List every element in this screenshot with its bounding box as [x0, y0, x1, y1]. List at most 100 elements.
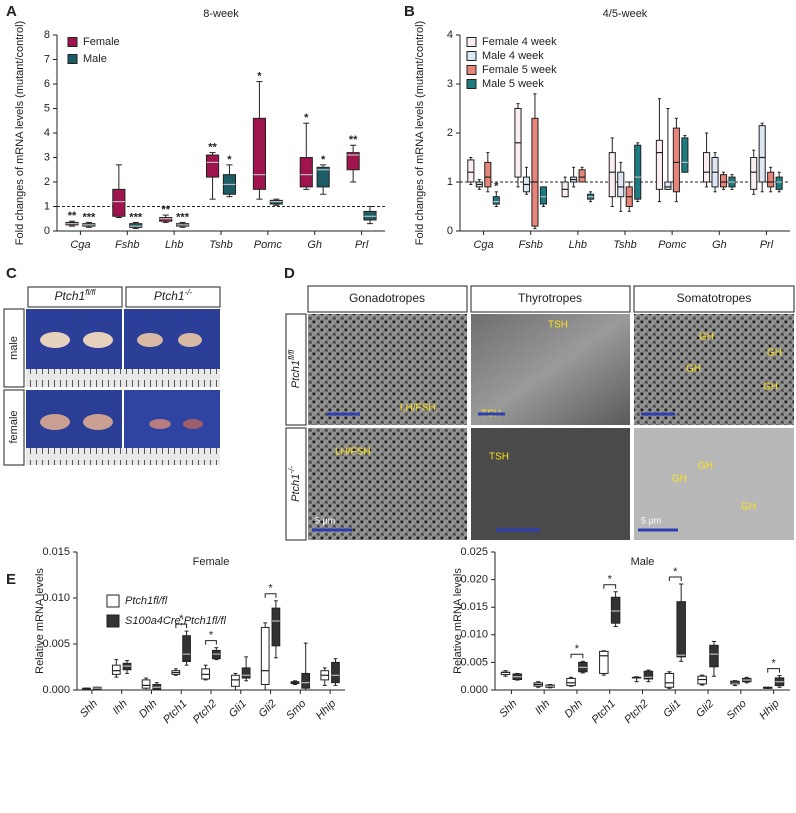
em-image: [634, 314, 794, 425]
em-panel: D Gonadotropes Thyrotropes Somatotropes …: [284, 265, 795, 541]
y-tick-label: 5: [44, 102, 50, 114]
x-tick-label: Dhh: [562, 698, 585, 721]
em-image: [308, 428, 467, 540]
cell-label: GH: [741, 502, 756, 513]
ruler: [26, 369, 220, 387]
y-tick-label: 6: [44, 78, 50, 90]
box: [141, 679, 151, 689]
box: [617, 171, 625, 198]
box: [775, 176, 783, 190]
column-title: Somatotropes: [677, 291, 752, 305]
row-header: [3, 308, 25, 388]
genotype: -/-: [287, 466, 296, 474]
significance-label: ***: [176, 211, 190, 223]
box: [484, 161, 492, 188]
legend-label: Male 4 week: [482, 50, 544, 62]
legend-label: S100a4Cre;Ptch1fl/fl: [125, 615, 226, 627]
x-tick-label: Tshb: [209, 239, 232, 251]
box: [271, 607, 281, 647]
y-tick-label: 2: [44, 176, 50, 188]
row-header: [285, 427, 307, 541]
box: [129, 223, 143, 228]
x-tick-label: Pomc: [658, 239, 687, 251]
y-axis-title: Fold changes of mRNA levels (mutant/cont…: [14, 21, 26, 245]
column-title: Gonadotropes: [349, 291, 425, 305]
x-tick-label: Ptch2: [191, 698, 219, 726]
cell-label: LH/FSH: [400, 403, 436, 414]
box: [643, 670, 654, 680]
genotype: fl/fl: [287, 350, 296, 360]
y-tick-label: 0.000: [42, 684, 70, 696]
panel-letter: E: [6, 571, 16, 588]
box: [159, 217, 173, 222]
y-tick-label: 0.015: [42, 546, 70, 558]
y-axis-title: Relative mRNA levels: [34, 568, 46, 674]
box: [112, 188, 126, 217]
x-tick-label: Hhip: [314, 698, 338, 722]
row-title: male: [8, 336, 20, 360]
column-title: Ptch1-/-: [154, 288, 193, 303]
legend-label: Female 5 week: [482, 64, 557, 76]
gland: [137, 333, 163, 347]
x-tick-label: Pomc: [254, 239, 283, 251]
x-tick-label: Gh: [712, 239, 727, 251]
row-title: Ptch1-/-: [287, 466, 302, 502]
x-tick-label: Ptch1: [590, 698, 618, 726]
chart-title: 8-week: [203, 8, 239, 20]
row-header: [285, 313, 307, 426]
significance-label: ***: [82, 211, 96, 223]
box: [182, 635, 191, 662]
gland: [40, 414, 70, 430]
column-header: [307, 285, 468, 313]
gland: [183, 419, 203, 429]
column-header: [27, 286, 123, 308]
y-tick-label: 7: [44, 53, 50, 65]
gland: [83, 332, 113, 348]
significance-bracket: [767, 668, 781, 673]
cell-label: GH: [767, 348, 782, 359]
significance-bracket: [205, 640, 217, 645]
box: [316, 166, 330, 188]
scale-label: 5 μm: [315, 515, 335, 525]
x-tick-label: Lhb: [569, 239, 587, 251]
genotype: -/-: [185, 288, 193, 297]
box: [269, 199, 283, 205]
legend-swatch: [67, 37, 78, 47]
panel-letter: C: [6, 265, 17, 282]
x-tick-label: Smo: [284, 698, 308, 722]
y-tick-label: 0.015: [460, 601, 488, 613]
legend-swatch: [466, 37, 477, 47]
cell-label: TSH: [548, 320, 568, 331]
column-title: Ptch1fl/fl: [55, 288, 96, 303]
x-tick-label: Smo: [725, 698, 749, 722]
y-tick-label: 0.005: [42, 638, 70, 650]
box: [241, 667, 251, 679]
photo-panel: C Ptch1fl/fl Ptch1-/- male female: [3, 265, 221, 466]
gene: Ptch1: [290, 474, 302, 502]
box: [672, 127, 680, 193]
genotype: fl/fl: [85, 288, 95, 297]
x-tick-label: Shh: [78, 698, 100, 720]
y-tick-label: 4: [447, 29, 453, 41]
y-tick-label: 0.005: [460, 656, 488, 668]
panel-letter: A: [6, 3, 17, 20]
x-tick-label: Ptch1: [161, 698, 189, 726]
x-tick-label: Cga: [473, 239, 493, 251]
y-tick-label: 3: [447, 78, 453, 90]
box: [608, 152, 616, 198]
box: [205, 154, 220, 178]
gland: [40, 332, 70, 348]
significance-bracket: [175, 623, 188, 629]
significance-label: *: [673, 566, 678, 578]
box: [758, 125, 766, 183]
legend-swatch: [106, 594, 120, 608]
box: [231, 674, 240, 687]
box: [566, 677, 576, 687]
x-tick-label: Gli2: [256, 698, 278, 720]
box: [531, 117, 539, 227]
em-image: [634, 428, 794, 540]
significance-label: *: [608, 574, 613, 586]
y-tick-label: 1: [44, 200, 50, 212]
significance-label: *: [179, 613, 184, 625]
